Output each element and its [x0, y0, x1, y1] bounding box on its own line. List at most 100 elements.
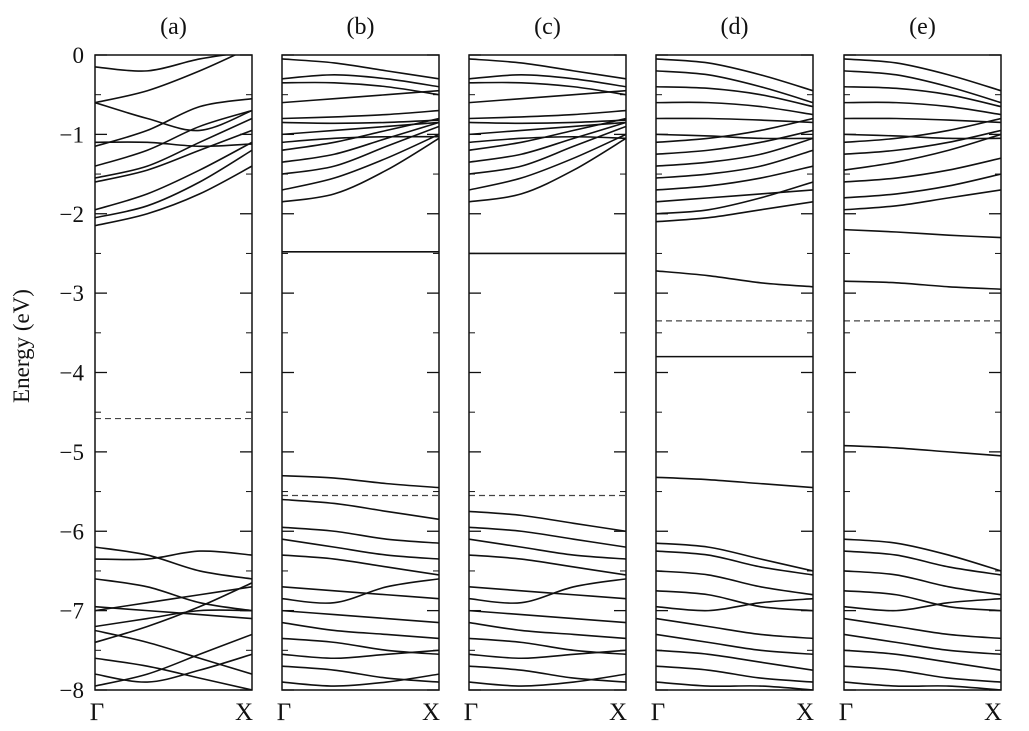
band-line [469, 649, 626, 660]
band-line [95, 629, 252, 675]
band-line [844, 157, 1001, 183]
band-line [469, 58, 626, 80]
band-line [282, 665, 439, 683]
band-line [95, 55, 230, 72]
band-line [469, 578, 626, 604]
band-line [469, 621, 626, 640]
band-line [656, 189, 813, 203]
band-line [469, 117, 626, 152]
bands [656, 58, 813, 690]
band-line [656, 117, 813, 124]
band-line [95, 165, 252, 227]
band-line [656, 633, 813, 656]
band-line [282, 74, 439, 88]
band-line [95, 117, 252, 179]
band-line [469, 137, 626, 203]
band-line [95, 586, 252, 612]
bands [844, 58, 1001, 690]
band-line [469, 510, 626, 533]
band-line [469, 121, 626, 163]
band-line [282, 133, 439, 191]
band-line [844, 173, 1001, 199]
panel-label: (c) [534, 14, 561, 40]
y-tick-label: −7 [60, 599, 84, 624]
band-line [844, 133, 1001, 140]
band-line [844, 133, 1001, 171]
band-line [282, 526, 439, 544]
y-tick-label: −2 [60, 202, 84, 227]
band-line [469, 526, 626, 548]
x-tick-label-x: X [422, 699, 440, 726]
y-tick-label: −6 [60, 519, 84, 544]
panel-label: (a) [160, 14, 187, 40]
y-tick-label: −5 [60, 440, 84, 465]
band-line [656, 589, 813, 612]
band-line [469, 586, 626, 600]
band-line [282, 554, 439, 576]
y-axis-label: Energy (eV) [9, 289, 34, 403]
x-tick-label-x: X [609, 699, 627, 726]
band-line [469, 135, 626, 144]
band-line [656, 617, 813, 640]
panel-label: (d) [721, 14, 749, 40]
band-line [95, 550, 252, 561]
band-line [656, 58, 813, 92]
band-line [844, 589, 1001, 612]
band-line [656, 681, 813, 690]
x-tick-label-x: X [796, 699, 814, 726]
band-line [656, 149, 813, 179]
band-line [469, 554, 626, 576]
band-line [469, 133, 626, 191]
panel-frame [843, 54, 1002, 691]
band-line [282, 109, 439, 120]
band-line [95, 578, 252, 612]
y-tick-label: −8 [60, 678, 84, 703]
band-line [95, 605, 252, 620]
panel-frame [655, 54, 814, 691]
band-line [844, 70, 1001, 104]
band-line [469, 74, 626, 88]
y-tick-label: −3 [60, 281, 84, 306]
band-line [656, 649, 813, 671]
band-line [656, 665, 813, 683]
band-line [282, 81, 439, 96]
band-line [844, 649, 1001, 671]
panels: (a)Γ X(b)Γ X(c)Γ X(d)Γ X(e)Γ X [90, 14, 1002, 726]
x-tick-label-x: X [235, 699, 253, 726]
band-line [469, 89, 626, 104]
x-tick-label-gamma: Γ [90, 699, 104, 726]
band-line [656, 542, 813, 572]
band-line [282, 121, 439, 163]
x-tick-label-gamma: Γ [277, 699, 291, 726]
bands [95, 55, 252, 690]
panel-a: (a) Γ X [90, 14, 253, 726]
band-line [95, 653, 252, 683]
band-line [656, 597, 813, 612]
band-line [95, 657, 252, 690]
band-line [282, 58, 439, 80]
band-line [469, 538, 626, 560]
band-line [469, 125, 626, 175]
panel-label: (b) [347, 14, 375, 40]
band-line [844, 681, 1001, 690]
y-tick-label: −4 [60, 361, 85, 386]
band-line [656, 70, 813, 104]
band-line [844, 280, 1001, 290]
band-line [844, 129, 1001, 156]
band-line [656, 270, 813, 288]
bands [282, 58, 439, 687]
band-line [95, 97, 252, 148]
band-line [656, 550, 813, 576]
panel-c: (c) Γ X [464, 14, 627, 726]
band-line [844, 58, 1001, 92]
band-line [282, 538, 439, 560]
band-line [844, 570, 1001, 596]
band-line [282, 609, 439, 624]
band-line [656, 137, 813, 167]
band-line [844, 117, 1001, 144]
band-line [282, 578, 439, 604]
x-tick-label-gamma: Γ [839, 699, 853, 726]
band-line [95, 609, 252, 628]
panel-d: (d) Γ X [651, 14, 814, 726]
